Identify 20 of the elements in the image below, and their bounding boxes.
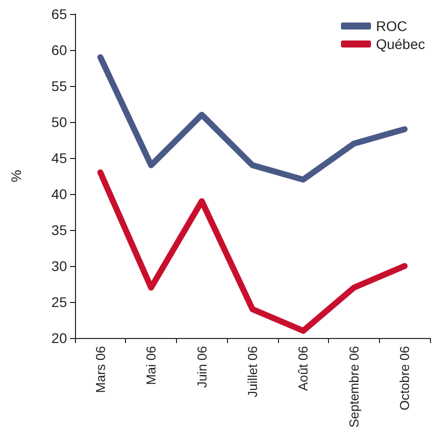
x-tick-label: Septembre 06 bbox=[346, 346, 362, 428]
y-tick-label: 65 bbox=[51, 6, 68, 22]
y-tick-label: 45 bbox=[51, 150, 68, 166]
x-tick-label: Juin 06 bbox=[194, 346, 210, 388]
x-tick-label: Octobre 06 bbox=[397, 346, 412, 410]
x-tick-label: Mai 06 bbox=[144, 346, 159, 386]
y-tick-label: 55 bbox=[51, 78, 68, 94]
y-tick-label: 60 bbox=[51, 42, 68, 58]
y-tick-label: 30 bbox=[51, 258, 68, 274]
y-tick-label: 40 bbox=[51, 186, 68, 202]
x-tick-label: Août 06 bbox=[296, 346, 311, 391]
x-tick-label: Juillet 06 bbox=[245, 346, 260, 398]
y-axis-title: % bbox=[8, 170, 24, 182]
legend-label: Québec bbox=[376, 36, 426, 52]
y-tick-label: 35 bbox=[51, 222, 68, 238]
y-tick-label: 25 bbox=[51, 294, 68, 310]
legend-label: ROC bbox=[376, 18, 408, 34]
x-tick-label: Mars 06 bbox=[92, 346, 108, 393]
y-tick-label: 50 bbox=[51, 114, 68, 130]
y-tick-label: 20 bbox=[51, 330, 68, 346]
